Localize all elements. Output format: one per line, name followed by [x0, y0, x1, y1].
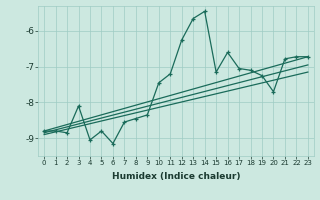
X-axis label: Humidex (Indice chaleur): Humidex (Indice chaleur) — [112, 172, 240, 181]
